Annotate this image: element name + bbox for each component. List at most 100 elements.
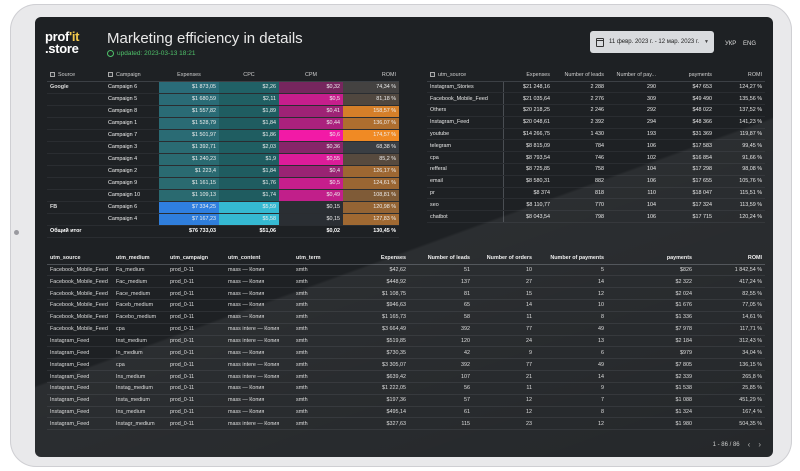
table-row[interactable]: Facebook_Mobile_Feed Facebo_medium prod_0-… — [47, 311, 765, 324]
col-expenses[interactable]: Expenses — [503, 69, 553, 82]
utm-cell: mass — Копия — [225, 311, 293, 324]
utm-cell: prod_0-11 — [167, 417, 225, 431]
campaign-row[interactable]: Campaign 4 $7 167,23 $5,58 $0,15 127,83 % — [47, 213, 399, 226]
table-row[interactable]: Instagram_Feed Instag_medium prod_0-11 mass… — [47, 382, 765, 395]
source-row[interactable]: Facebook_Mobile_Feed $21 035,64 2 276 309 $4… — [427, 92, 765, 106]
utm-cell: Instagram_Feed — [47, 394, 113, 407]
col-cpm[interactable]: CPM — [279, 69, 343, 82]
utm-cell: $3 664,49 — [343, 323, 409, 336]
utm-cell: 392 — [409, 323, 473, 336]
table-row[interactable]: Instagram_Feed Inst_medium prod_0-11 mass i… — [47, 335, 765, 348]
col-payments[interactable]: payments — [659, 69, 715, 82]
utm-col-header[interactable]: utm_medium — [113, 252, 167, 265]
col-romi[interactable]: ROMI — [343, 69, 399, 82]
table-row[interactable]: Facebook_Mobile_Feed Faceb_medium prod_0-1… — [47, 299, 765, 312]
campaign-row[interactable]: Campaign 9 $1 161,15 $1,76 $0,5 124,61 % — [47, 177, 399, 190]
utm-col-header[interactable]: Expenses — [343, 252, 409, 265]
source-row[interactable]: Others $20 218,25 2 246 292 $48 022 137,52 % — [427, 104, 765, 117]
source-row[interactable]: Instagram_Stories $21 248,16 2 288 290 $47 6… — [427, 81, 765, 94]
total-row: Общий итог $76 733,03 $51,06 $0,02 130,4… — [47, 224, 399, 238]
campaign-row[interactable]: Campaign 5 $1 680,59 $2,11 $0,5 81,18 % — [47, 93, 399, 106]
total-expenses: $76 733,03 — [159, 224, 219, 238]
campaign-row[interactable]: Campaign 2 $1 223,4 $1,84 $0,4 126,17 % — [47, 165, 399, 178]
utm-col-header[interactable]: utm_source — [47, 252, 113, 265]
utm-col-header[interactable]: Number of payments — [535, 252, 607, 265]
table-row[interactable]: Instagram_Feed Instagr_medium prod_0-11 mas… — [47, 417, 765, 431]
expenses-cell: $1 501,97 — [159, 129, 219, 142]
campaign-row[interactable]: Campaign 8 $1 557,82 $1,89 $0,41 158,57 % — [47, 105, 399, 118]
utm-cell: mass — Копия — [225, 264, 293, 277]
table-row[interactable]: Instagram_Feed Ins_medium prod_0-11 mass — … — [47, 406, 765, 419]
collapse-source-toggle[interactable] — [50, 71, 55, 77]
utm-cell: prod_0-11 — [167, 323, 225, 336]
col-utm-source[interactable]: utm_source — [427, 69, 503, 82]
utm-cell: $448,92 — [343, 275, 409, 289]
utm-cell: mass intere — Копия — [225, 335, 293, 348]
utm-cell: 56 — [409, 382, 473, 395]
value-cell: 106 — [607, 139, 659, 153]
col-leads[interactable]: Number of leads — [553, 69, 607, 82]
table-row[interactable]: Instagram_Feed cpa prod_0-11 mass intere — … — [47, 358, 765, 372]
col-cpc[interactable]: CPC — [219, 69, 279, 82]
source-row[interactable]: pr $8 374 818 110 $18 047 115,51 % — [427, 187, 765, 200]
table-row[interactable]: Facebook_Mobile_Feed cpa prod_0-11 mass int… — [47, 323, 765, 336]
source-row[interactable]: refferal $8 725,85 758 104 $17 298 98,08 % — [427, 163, 765, 176]
table-row[interactable]: Instagram_Feed In_medium prod_0-11 mass — К… — [47, 346, 765, 360]
utm-col-header[interactable]: utm_term — [293, 252, 343, 265]
source-row[interactable]: youtube $14 266,75 1 430 193 $31 369 119,87 % — [427, 128, 765, 141]
campaign-row[interactable]: FB Campaign 6 $7 334,25 $5,59 $0,15 120,98 % — [47, 201, 399, 214]
utm-col-header[interactable]: utm_campaign — [167, 252, 225, 265]
value-cell: 770 — [553, 198, 607, 212]
lang-eng-button[interactable]: ENG — [743, 41, 757, 47]
table-row[interactable]: Instagram_Feed Insta_medium prod_0-11 mass … — [47, 394, 765, 407]
campaign-cell: Campaign 2 — [105, 165, 159, 178]
utm-col-header[interactable]: Number of orders — [473, 252, 535, 265]
utm-cell: 15 — [473, 287, 535, 301]
cpc-cell: $1,74 — [219, 189, 279, 202]
table-row[interactable]: Facebook_Mobile_Feed Face_medium prod_0-11… — [47, 287, 765, 301]
col-payments-count[interactable]: Number of pay... — [607, 69, 659, 82]
source-row[interactable]: telegram $8 815,09 784 106 $17 583 99,45 % — [427, 139, 765, 153]
source-row[interactable]: email $8 580,31 882 106 $17 655 105,76 % — [427, 175, 765, 188]
col-expenses[interactable]: Expenses — [159, 69, 219, 82]
campaign-row[interactable]: Campaign 3 $1 392,71 $2,03 $0,36 68,38 % — [47, 141, 399, 154]
cpc-cell: $1,86 — [219, 129, 279, 142]
cpm-cell: $0,44 — [279, 117, 343, 130]
source-row[interactable]: cpa $8 793,54 746 102 $16 854 91,66 % — [427, 151, 765, 165]
total-romi: 130,45 % — [343, 224, 399, 238]
campaign-row[interactable]: Campaign 10 $1 109,13 $1,74 $0,49 108,81 % — [47, 189, 399, 202]
utm-cell: 107 — [409, 370, 473, 383]
table-row[interactable]: Facebook_Mobile_Feed Fa_medium prod_0-11 ma… — [47, 264, 765, 277]
source-row[interactable]: seo $8 110,77 770 104 $17 324 113,59 % — [427, 198, 765, 212]
utm-cell: 77,05 % — [695, 299, 765, 312]
utm-col-header[interactable]: Number of leads — [409, 252, 473, 265]
col-source[interactable]: Source — [47, 69, 105, 82]
select-all-checkbox[interactable] — [430, 71, 435, 77]
source-row[interactable]: chatbot $8 043,54 798 106 $17 715 120,24 % — [427, 210, 765, 224]
updated-timestamp: updated: 2023-03-13 18:21 — [107, 50, 195, 57]
utm-col-header[interactable]: ROMI — [695, 252, 765, 265]
source-row[interactable]: Instagram_Feed $20 048,61 2 392 294 $48 366 1… — [427, 116, 765, 129]
utm-cell: smth — [293, 370, 343, 383]
date-range-picker[interactable]: 11 февр. 2023 г. - 12 мар. 2023 г. ▼ — [590, 31, 714, 53]
utm-cell: mass — Копия — [225, 394, 293, 407]
chevron-left-icon[interactable]: ‹ — [747, 440, 751, 449]
campaign-row[interactable]: Campaign 1 $1 528,79 $1,84 $0,44 136,07 % — [47, 117, 399, 130]
campaign-row[interactable]: Google Campaign 6 $1 873,05 $2,26 $0,32 74,34… — [47, 81, 399, 94]
col-campaign[interactable]: Campaign — [105, 69, 159, 82]
campaign-row[interactable]: Campaign 4 $1 240,23 $1,9 $0,55 85,2 % — [47, 153, 399, 166]
col-romi[interactable]: ROMI — [715, 69, 765, 82]
utm-cell: 14,61 % — [695, 311, 765, 324]
utm-cell: smth — [293, 335, 343, 348]
utm-col-header[interactable]: payments — [607, 252, 695, 265]
utm-col-header[interactable]: utm_content — [225, 252, 293, 265]
campaign-row[interactable]: Campaign 7 $1 501,97 $1,86 $0,6 174,57 % — [47, 129, 399, 142]
utm-cell: 12 — [535, 417, 607, 431]
expand-campaign-toggle[interactable] — [108, 71, 113, 77]
value-cell: 106 — [607, 210, 659, 224]
table-row[interactable]: Facebook_Mobile_Feed Fac_medium prod_0-11 m… — [47, 275, 765, 289]
chevron-right-icon[interactable]: › — [758, 440, 761, 449]
table-row[interactable]: Instagram_Feed Ins_medium prod_0-11 mass in… — [47, 370, 765, 383]
lang-ukr-button[interactable]: УКР — [725, 41, 737, 47]
utm-cell: 57 — [409, 394, 473, 407]
